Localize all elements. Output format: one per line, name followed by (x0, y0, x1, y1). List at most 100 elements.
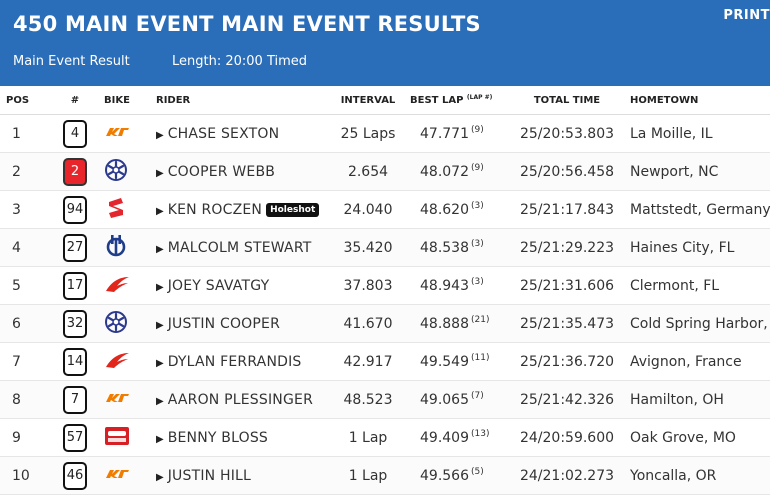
expand-arrow-icon[interactable]: ▶ (156, 281, 164, 293)
best-lap-number: (3) (471, 277, 484, 287)
expand-arrow-icon[interactable]: ▶ (156, 319, 164, 331)
row-rider-cell[interactable]: ▶ DYLAN FERRANDIS (156, 342, 332, 381)
row-rider-cell[interactable]: ▶ JUSTIN COOPER (156, 304, 332, 343)
table-row: 9 57 ▶ BENNY BLOSS 1 Lap 49.409 (13) 24/20:59.6… (0, 418, 770, 457)
best-lap-number: (7) (471, 391, 484, 401)
row-rider-cell[interactable]: ▶ COOPER WEBB (156, 152, 332, 191)
row-rider-cell[interactable]: ▶ AARON PLESSINGER (156, 380, 332, 419)
row-total-time: 24/20:59.600 (510, 418, 624, 457)
rider-name[interactable]: BENNY BLOSS (167, 429, 268, 446)
row-hometown: Haines City, FL (624, 228, 770, 267)
row-bike-cell (98, 228, 156, 267)
best-lap-number: (9) (471, 163, 484, 173)
yamaha-logo-icon (104, 310, 128, 338)
row-position: 3 (0, 190, 52, 229)
row-interval: 1 Lap (332, 456, 404, 495)
row-hometown: Newport, NC (624, 152, 770, 191)
row-number-cell: 2 (52, 152, 98, 191)
best-lap-time: 48.620 (420, 202, 469, 218)
beta-logo-icon (104, 426, 130, 450)
col-pos: POS (0, 86, 52, 115)
row-number-cell: 14 (52, 342, 98, 381)
best-lap-number: (5) (471, 467, 484, 477)
row-hometown: Cold Spring Harbor, NY (624, 304, 770, 343)
rider-name[interactable]: JUSTIN COOPER (167, 315, 280, 332)
table-row: 5 17 ▶ JOEY SAVATGY 37.803 48.943 (3) 25/21:31.… (0, 266, 770, 305)
results-header: 450 MAIN EVENT MAIN EVENT RESULTS PRINT … (0, 0, 770, 86)
table-row: 10 46 ▶ JUSTIN HILL 1 Lap 49.566 (5) 24/21:02.2… (0, 456, 770, 495)
suzuki-logo-icon (104, 196, 128, 224)
col-best-lap: BEST LAP (LAP #) (404, 86, 510, 115)
rider-name[interactable]: CHASE SEXTON (167, 125, 280, 142)
row-number-cell: 57 (52, 418, 98, 457)
rider-name[interactable]: AARON PLESSINGER (167, 391, 314, 408)
row-total-time: 25/21:35.473 (510, 304, 624, 343)
row-best-lap: 48.888 (21) (404, 304, 510, 343)
row-bike-cell (98, 114, 156, 153)
best-lap-time: 49.549 (420, 354, 469, 370)
honda-logo-icon (104, 275, 130, 297)
row-rider-cell[interactable]: ▶ MALCOLM STEWART (156, 228, 332, 267)
row-interval: 35.420 (332, 228, 404, 267)
expand-arrow-icon[interactable]: ▶ (156, 433, 164, 445)
row-total-time: 25/21:29.223 (510, 228, 624, 267)
ktm-logo-icon (104, 392, 130, 408)
row-position: 9 (0, 418, 52, 457)
rider-number-plate: 2 (63, 157, 87, 186)
rider-name[interactable]: JOEY SAVATGY (167, 277, 270, 294)
best-lap-time: 49.065 (420, 392, 469, 408)
husqvarna-logo-icon (104, 234, 128, 262)
row-bike-cell (98, 266, 156, 305)
expand-arrow-icon[interactable]: ▶ (156, 129, 164, 141)
col-interval: INTERVAL (332, 86, 404, 115)
table-row: 7 14 ▶ DYLAN FERRANDIS 42.917 49.549 (11) 25/21… (0, 342, 770, 381)
row-total-time: 25/20:56.458 (510, 152, 624, 191)
row-bike-cell (98, 152, 156, 191)
row-bike-cell (98, 304, 156, 343)
row-rider-cell[interactable]: ▶ JOEY SAVATGY (156, 266, 332, 305)
row-bike-cell (98, 380, 156, 419)
expand-arrow-icon[interactable]: ▶ (156, 395, 164, 407)
row-best-lap: 49.549 (11) (404, 342, 510, 381)
row-total-time: 25/21:31.606 (510, 266, 624, 305)
print-button[interactable]: PRINT (723, 8, 770, 23)
row-bike-cell (98, 418, 156, 457)
row-total-time: 25/21:36.720 (510, 342, 624, 381)
row-best-lap: 49.065 (7) (404, 380, 510, 419)
row-total-time: 25/21:42.326 (510, 380, 624, 419)
expand-arrow-icon[interactable]: ▶ (156, 243, 164, 255)
row-rider-cell[interactable]: ▶ JUSTIN HILL (156, 456, 332, 495)
best-lap-number: (3) (471, 201, 484, 211)
rider-name[interactable]: DYLAN FERRANDIS (167, 353, 302, 370)
rider-name[interactable]: JUSTIN HILL (167, 467, 252, 484)
rider-number-plate: 7 (63, 385, 87, 414)
row-rider-cell[interactable]: ▶ KEN ROCZEN Holeshot (156, 190, 332, 229)
yamaha-logo-icon (104, 158, 128, 186)
row-interval: 41.670 (332, 304, 404, 343)
rider-name[interactable]: MALCOLM STEWART (167, 239, 312, 256)
expand-arrow-icon[interactable]: ▶ (156, 357, 164, 369)
row-bike-cell (98, 456, 156, 495)
row-position: 1 (0, 114, 52, 153)
ktm-logo-icon (104, 468, 130, 484)
expand-arrow-icon[interactable]: ▶ (156, 167, 164, 179)
row-bike-cell (98, 342, 156, 381)
col-total-time: TOTAL TIME (510, 86, 624, 115)
rider-name[interactable]: KEN ROCZEN (167, 201, 263, 218)
row-position: 7 (0, 342, 52, 381)
rider-name[interactable]: COOPER WEBB (167, 163, 276, 180)
expand-arrow-icon[interactable]: ▶ (156, 205, 164, 217)
rider-number-plate: 27 (63, 233, 87, 262)
event-length-label: Length: 20:00 Timed (172, 54, 308, 69)
expand-arrow-icon[interactable]: ▶ (156, 471, 164, 483)
row-position: 10 (0, 456, 52, 495)
row-position: 5 (0, 266, 52, 305)
event-result-label: Main Event Result (13, 54, 130, 69)
row-hometown: La Moille, IL (624, 114, 770, 153)
row-number-cell: 7 (52, 380, 98, 419)
row-rider-cell[interactable]: ▶ BENNY BLOSS (156, 418, 332, 457)
row-interval: 42.917 (332, 342, 404, 381)
table-row: 6 32 ▶ JUSTIN COOPER 41.670 48.888 (21) 25/21:3… (0, 304, 770, 343)
row-rider-cell[interactable]: ▶ CHASE SEXTON (156, 114, 332, 153)
best-lap-number: (21) (471, 315, 490, 325)
